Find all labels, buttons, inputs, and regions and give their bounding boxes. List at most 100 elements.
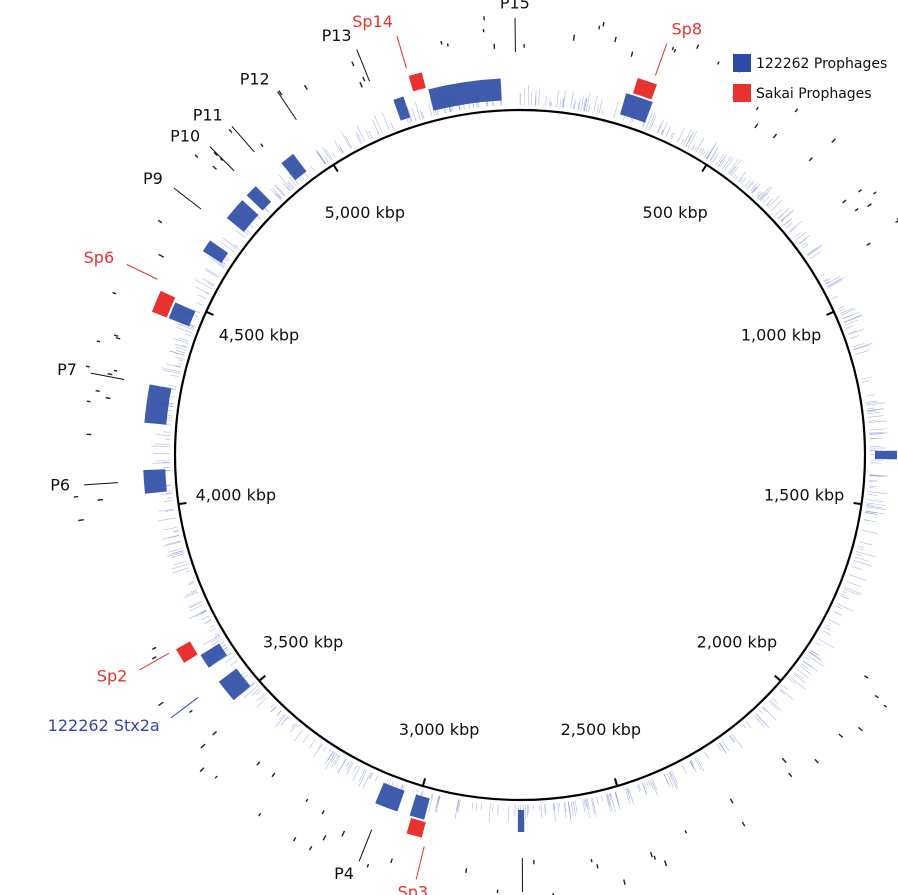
gene-hairline [598,100,603,115]
outer-marker [214,775,218,779]
gene-hairline [731,733,743,749]
outer-marker [107,372,113,376]
kbp-tick-label: 4,000 kbp [196,485,276,504]
outer-marker [96,340,101,343]
gene-hairline [780,211,793,223]
gene-hairline [189,609,207,619]
outer-marker [857,726,863,732]
gene-hairline [181,344,188,348]
callout-label: P11 [193,105,223,124]
outer-marker [772,133,778,139]
gene-hairline [222,237,238,249]
gene-hairline [846,325,855,329]
gene-hairline [848,330,857,335]
gene-hairline [313,743,323,757]
kbp-tick-mark [853,501,862,506]
gene-hairline [665,126,671,137]
gene-hairline [869,431,885,434]
gene-hairline [780,688,794,701]
outer-marker [157,219,163,224]
gene-hairline [706,146,715,160]
gene-hairline [318,743,323,750]
gene-hairline [769,699,782,711]
gene-hairline [615,791,620,806]
outer-marker [590,859,593,863]
gene-hairline [256,693,265,701]
gene-hairline [721,740,730,751]
gene-hairline [475,802,478,811]
gene-hairline [488,803,491,823]
gene-hairline [235,230,246,239]
gene-hairline [205,269,219,278]
gene-hairline [759,710,764,715]
gene-hairline [815,642,821,646]
gene-hairline [746,180,753,189]
gene-hairline [828,619,840,626]
gene-hairline [352,766,361,781]
gene-hairline [807,654,824,667]
gene-hairline [844,586,862,595]
outer-marker [199,767,205,773]
outer-marker [158,701,164,707]
outer-marker [673,48,677,53]
gene-hairline [802,660,813,668]
callout-leader [277,91,297,121]
outer-marker [390,858,393,864]
gene-hairline [638,784,642,791]
gene-hairline [835,605,842,609]
prophage-122262-block [168,302,196,327]
gene-hairline [777,207,790,219]
gene-hairline [563,802,567,818]
gene-hairline [277,193,283,199]
gene-hairline [820,273,825,277]
gene-hairline [682,129,692,146]
gene-hairline [540,804,543,818]
gene-hairline [196,294,207,300]
gene-hairline [580,96,584,111]
gene-hairline [825,275,841,285]
gene-hairline [187,600,202,608]
outer-marker [260,143,264,148]
callout-leader [83,482,118,486]
gene-hairline [613,101,619,118]
gene-hairline [774,208,783,216]
prophage-sakai-block [632,77,657,100]
gene-hairline [867,410,877,413]
outer-marker [598,25,601,30]
gene-hairline [719,161,725,168]
gene-hairline [175,346,187,351]
gene-hairline [259,694,266,701]
gene-hairline [572,800,576,817]
gene-hairline [325,148,333,160]
gene-hairline [331,751,335,757]
outer-marker [258,812,262,817]
gene-hairline [280,717,289,726]
kbp-tick-mark [613,778,619,787]
outer-marker [781,757,787,764]
callout-label: Sp3 [398,883,429,895]
callout-label: P13 [322,26,352,45]
gene-hairline [341,131,351,149]
gene-hairline [826,277,845,288]
gene-hairline [209,627,216,632]
gene-hairline [866,407,874,410]
gene-hairline [843,588,860,596]
prophage-sakai-block [406,818,426,838]
outer-marker [292,837,297,842]
gene-hairline [694,758,702,770]
gene-hairline [868,420,887,423]
gene-hairline [270,706,277,713]
gene-hairline [168,384,177,387]
gene-hairline [289,724,297,733]
gene-hairline [671,770,679,785]
gene-hairline [861,529,879,534]
gene-hairline [627,788,630,794]
gene-hairline [844,319,859,326]
outer-marker [838,733,844,738]
gene-hairline [700,148,705,156]
gene-hairline [796,668,809,679]
callout-label: P12 [240,69,270,88]
outer-marker [729,798,734,804]
prophage-122262-block [202,240,229,264]
